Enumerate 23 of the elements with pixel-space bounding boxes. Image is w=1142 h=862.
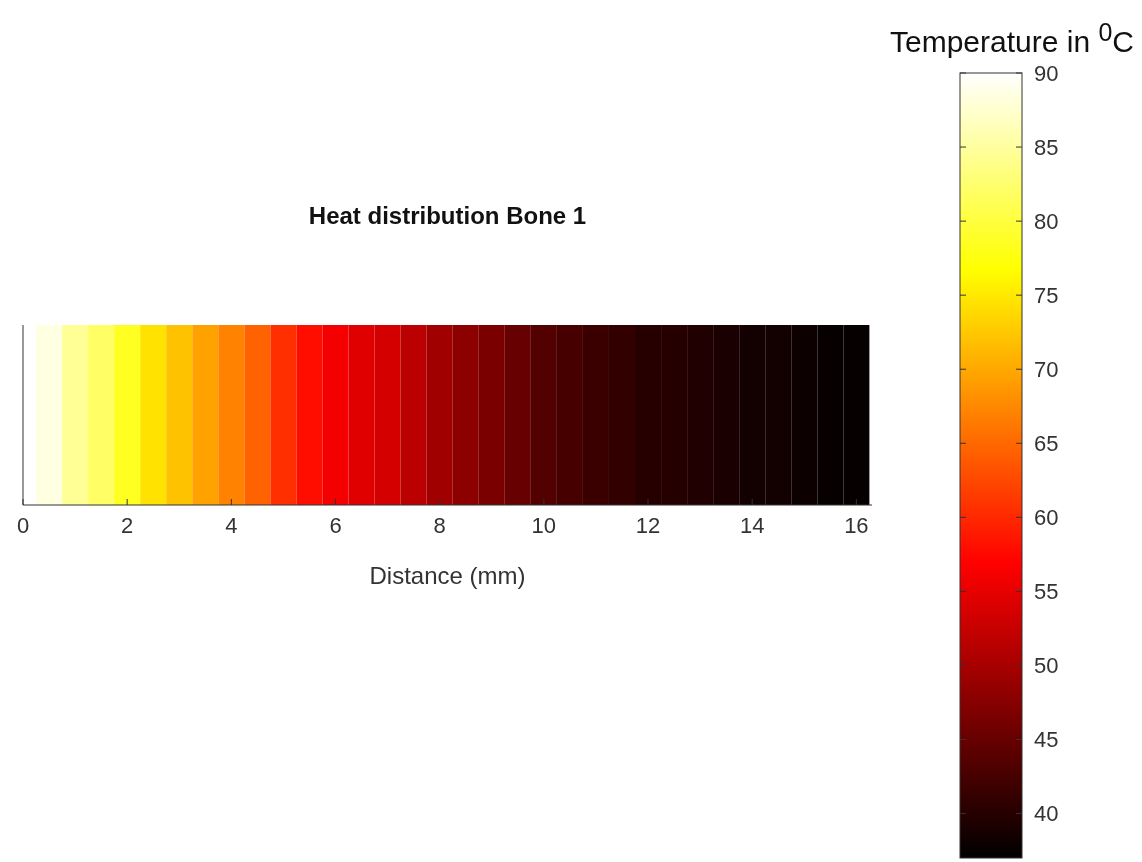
x-tick-label: 12 [635,512,661,538]
color-bar-label: 70 [1034,356,1059,382]
x-tick-label: 2 [121,512,134,538]
x-tick-label: 0 [16,512,30,538]
color-bar-label: 50 [1034,653,1059,679]
color-bar-label: 45 [1034,727,1059,753]
color-bar-label: 40 [1034,801,1059,827]
x-tick-label: 4 [225,512,238,538]
color-bar-label: 55 [1034,579,1059,605]
color-bar-label: 65 [1034,430,1059,456]
color-bar-label: 85 [1034,134,1059,160]
x-tick-label: 10 [531,512,557,538]
color-bar-label: 80 [1034,208,1059,234]
color-bar-title: Temperature in $^{0}$C [889,18,1134,59]
x-tick-label: 6 [329,512,342,538]
color-bar-label: 90 [1034,60,1059,86]
x-tick-label: 16 [844,512,869,538]
x-axis-title: Distance (mm) [369,562,526,590]
chart-title: Heat distribution Bone 1 [307,202,588,230]
x-tick-label: 8 [433,512,446,538]
color-bar-label: 60 [1034,505,1059,531]
color-bar-label: 75 [1034,282,1059,308]
x-tick-label: 14 [739,512,765,538]
